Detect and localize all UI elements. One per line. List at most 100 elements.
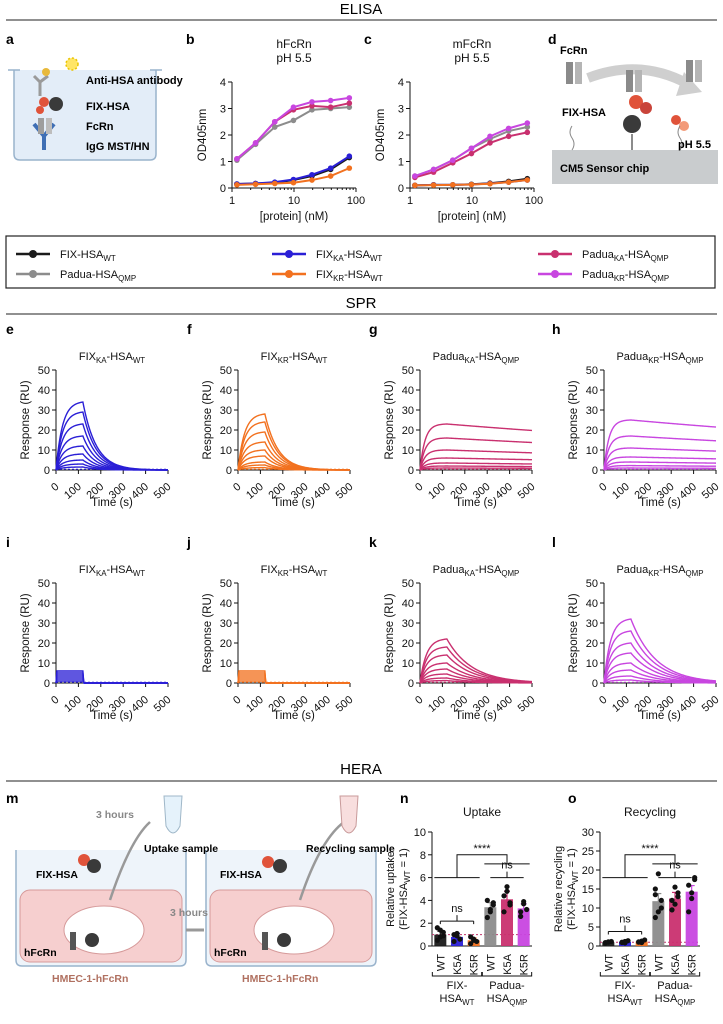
hfcrn-icon: [70, 932, 76, 950]
group-label-sub-0: HSAWT: [608, 993, 643, 1007]
sensorgram-curve-8: [237, 466, 351, 471]
schematic-m-label-7: hFcRn: [214, 947, 247, 959]
y-axis-label: OD405nm: [197, 109, 209, 161]
ns-label-low: ns: [451, 903, 463, 915]
ns-label-low: ns: [619, 913, 631, 925]
y-tick-label: 6: [420, 873, 426, 885]
y-axis-label: Response (RU): [20, 593, 32, 672]
bar-1: [451, 936, 463, 946]
replicate-dot-0: [605, 939, 611, 945]
y-tick-label: 0: [588, 941, 594, 953]
group-label-sub-0-part-1: WT: [462, 998, 474, 1007]
bound-complex-icon-b: [277, 933, 291, 947]
data-point-Padua_KR: [487, 133, 493, 140]
replicate-dot-4: [501, 893, 507, 899]
y-tick-label: 0: [44, 678, 50, 690]
x-tick-label-2: K5R: [637, 954, 649, 975]
fcrn-icon-free: [566, 62, 573, 84]
data-point-Padua_KA: [524, 129, 531, 136]
y-tick-label: 50: [402, 365, 414, 377]
fix-hsa-icon: [78, 854, 90, 866]
data-point-Padua_QMP: [309, 107, 315, 113]
data-point-FIX_KR: [505, 179, 512, 185]
replicate-dot-1: [451, 938, 457, 945]
group-label-sub-1-part-1: QMP: [677, 998, 695, 1007]
x-tick-label: 500: [700, 694, 722, 715]
panel-letter-f: f: [187, 321, 192, 337]
endosome-right: [253, 905, 335, 955]
y-tick-label: 20: [402, 425, 414, 437]
chart-title: PaduaKR-HSAQMP: [616, 564, 703, 578]
replicate-dot-0: [440, 929, 446, 935]
y-axis-label-2-part-0: (FIX-HSA: [566, 882, 578, 930]
y-tick-label: 50: [402, 578, 414, 590]
x-tick-label-0: WT: [603, 954, 615, 971]
x-tick-label: 0: [413, 694, 425, 707]
chart-title-part-1: KR: [648, 356, 659, 365]
sensorgram-curve-6: [603, 467, 717, 471]
x-tick-label: 100: [244, 694, 266, 715]
x-axis-label: Time (s): [273, 710, 315, 722]
ns-label-high: ns: [501, 860, 513, 872]
replicate-dot-3: [652, 892, 658, 898]
dextran-chain-icon-b: [677, 125, 683, 151]
y-axis-label-2: (FIX-HSAWT = 1): [566, 848, 580, 930]
group-label-sub-1: HSAQMP: [655, 993, 696, 1007]
y-axis-label-2-part-2: = 1): [398, 848, 410, 870]
y-tick-label: 10: [582, 903, 594, 915]
panel-letter-l: l: [552, 534, 556, 550]
y-tick-label: 50: [586, 578, 598, 590]
replicate-dot-3: [484, 914, 490, 921]
x-axis-label: [protein] (nM): [260, 211, 329, 223]
schematic-d-label-3: pH 5.5: [678, 139, 711, 151]
legend-label-5-part-0: Padua: [582, 269, 615, 281]
data-point-FIX_KR: [234, 182, 240, 188]
data-point-FIX_KR: [524, 177, 531, 183]
data-point-FIX_KR: [449, 182, 456, 188]
y-tick-label: 20: [402, 638, 414, 650]
hfcrn-icon-b: [262, 932, 268, 950]
x-tick-label-1: K5A: [620, 953, 632, 974]
y-tick-label: 15: [582, 884, 594, 896]
bar-5: [685, 891, 698, 946]
fcrn-icon-leaving: [686, 60, 693, 82]
data-point-Padua_KR: [524, 120, 531, 126]
group-label-0: FIX-: [447, 980, 468, 992]
x-tick-label: 100: [610, 481, 632, 502]
chart-title: FIXKR-HSAWT: [261, 564, 328, 578]
chart-title-part-0: Padua: [433, 564, 466, 576]
schematic-m: 3 hours Uptake sample Recycling sample F…: [15, 795, 395, 985]
y-tick-label: 40: [38, 385, 50, 397]
data-point-FIX_KR: [271, 180, 278, 187]
hsa-sphere-icon: [623, 115, 641, 133]
data-point-FIX_KA: [346, 153, 353, 159]
fcrn-icon-bound: [626, 70, 633, 92]
data-point-Padua_KA: [346, 100, 353, 106]
replicate-dot-3: [655, 871, 661, 877]
schematic-m-label-6: hFcRn: [24, 947, 57, 959]
y-tick-label: 30: [220, 618, 232, 630]
chart-title-part-3: WT: [315, 569, 327, 578]
legend-marker-2: [285, 250, 293, 258]
y-tick-label: 20: [38, 425, 50, 437]
y-axis-label: Relative uptake: [385, 851, 397, 927]
group-label-sub-0-part-0: HSA: [440, 993, 463, 1005]
x-tick-label: 500: [516, 694, 538, 715]
y-tick-label: 4: [420, 895, 426, 907]
replicate-dot-3: [487, 909, 493, 915]
sensorgram-curve-1: [603, 435, 717, 471]
sensorgram-curve-0: [603, 419, 717, 471]
data-point-FIX_KR: [430, 182, 437, 188]
significance-stars: ****: [473, 843, 491, 855]
chart-title-part-0: FIX: [79, 564, 97, 576]
sensorgram-curve-3: [603, 456, 717, 471]
x-tick-label: 0: [49, 481, 61, 494]
schematic-m-label-10: HMEC-1-hFcRn: [242, 973, 318, 985]
chart-title-part-2: -HSA: [107, 564, 134, 576]
panel-letter-e: e: [6, 321, 14, 337]
y-tick-label: 10: [402, 445, 414, 457]
fix-hsa-icon-d: [273, 859, 287, 873]
chart-title-part-0: Padua: [433, 351, 466, 363]
group-label-1: Padua-: [489, 980, 525, 992]
schematic-a-label-2: FIX-HSA: [86, 101, 130, 113]
